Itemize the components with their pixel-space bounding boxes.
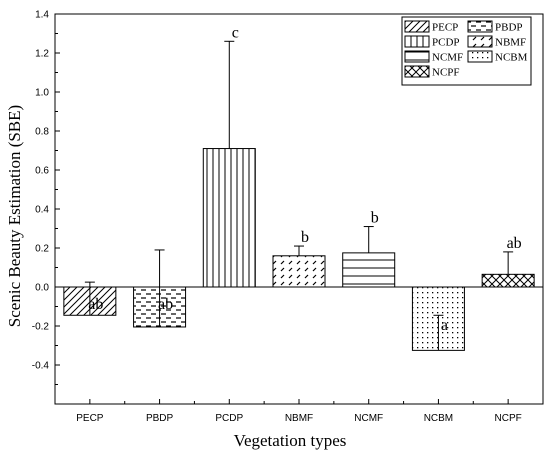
y-tick-label: 0.6 — [35, 166, 49, 177]
y-tick-label: 0.2 — [35, 244, 49, 255]
legend-swatch-ncmf — [404, 50, 430, 63]
y-tick-label: 1.4 — [35, 10, 49, 21]
legend-label: PCDP — [432, 37, 460, 49]
y-tick-label: 0.4 — [35, 205, 49, 216]
x-tick-label: NCBM — [424, 413, 453, 424]
x-tick-label: PECP — [76, 413, 104, 424]
significance-label: ab — [88, 296, 103, 313]
legend-swatch-pcdp — [404, 35, 430, 48]
legend-swatch-pbdp — [467, 20, 493, 33]
significance-label: ab — [507, 235, 522, 252]
bar-group-ncmf: NCMF b — [342, 210, 396, 424]
significance-label: b — [301, 229, 309, 246]
bar-ncmf — [342, 252, 396, 288]
bar-group-ncbm: NCBM a — [411, 286, 465, 424]
y-tick-label: 0.8 — [35, 127, 49, 138]
legend-label: PECP — [432, 22, 458, 34]
y-tick-label: 1.0 — [35, 88, 49, 99]
y-tick-label: -0.2 — [32, 322, 50, 333]
x-tick-label: NCMF — [354, 413, 383, 424]
legend-label: NBMF — [495, 37, 526, 49]
x-tick-label: NBMF — [285, 413, 313, 424]
y-axis-title: Scenic Beauty Estimation (SBE) — [5, 105, 24, 327]
significance-label: ab — [158, 296, 173, 313]
bar-group-nbmf: NBMF b — [272, 229, 326, 424]
bar-group-pbdp: PBDP ab — [133, 249, 187, 424]
bar-pcdp — [202, 148, 256, 288]
bar-ncpf — [481, 273, 535, 288]
x-axis-title: Vegetation types — [234, 431, 347, 450]
legend-swatch-nbmf — [467, 35, 493, 48]
legend-label: NCPF — [432, 67, 460, 79]
x-tick-label: NCPF — [495, 413, 522, 424]
y-tick-label: 1.2 — [35, 49, 49, 60]
legend-label: PBDP — [495, 22, 523, 34]
bar-group-ncpf: NCPF ab — [481, 235, 535, 424]
significance-label: a — [441, 317, 448, 334]
legend-label: NCMF — [432, 52, 463, 64]
bar-nbmf — [272, 255, 326, 288]
bar-group-pecp: PECP ab — [63, 281, 117, 424]
significance-label: b — [371, 210, 379, 227]
x-tick-label: PCDP — [215, 413, 243, 424]
plot-area: -0.4-0.20.00.20.40.60.81.01.21.4PECPabPB… — [32, 10, 544, 424]
legend: PECP PCDP NCMF NCPF PBDP NBMF NCBM — [401, 16, 532, 86]
legend-label: NCBM — [495, 52, 528, 64]
legend-swatch-pecp — [404, 20, 430, 33]
y-tick-label: -0.4 — [32, 361, 50, 372]
x-tick-label: PBDP — [146, 413, 174, 424]
bar-group-pcdp: PCDP c — [202, 24, 256, 424]
legend-swatch-ncpf — [404, 65, 430, 78]
significance-label: c — [232, 24, 239, 41]
legend-swatch-ncbm — [467, 50, 493, 63]
y-tick-label: 0.0 — [35, 283, 49, 294]
